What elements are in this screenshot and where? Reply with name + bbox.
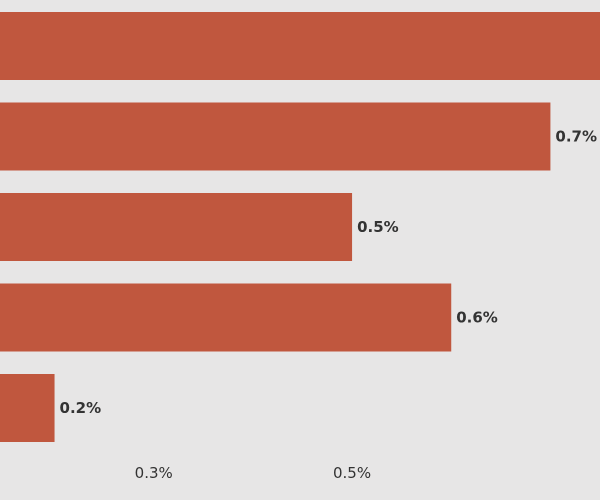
x-tick-label-1: 0.3% [135, 464, 173, 482]
x-tick-label-2: 0.5% [333, 464, 371, 482]
bar-2 [0, 102, 551, 171]
bar-1 [0, 12, 600, 80]
x-axis: 0.3% 0.5% [135, 464, 371, 482]
bar-value-label-2: 0.7% [555, 128, 597, 146]
bar-value-labels: 0.7% 0.5% 0.6% 0.2% [60, 128, 597, 418]
bar-5 [0, 374, 55, 442]
bar-4 [0, 283, 452, 352]
bars-group [0, 12, 600, 442]
bar-value-label-4: 0.6% [456, 309, 498, 327]
bar-value-label-3: 0.5% [357, 218, 399, 236]
bar-3 [0, 193, 353, 261]
bar-value-label-5: 0.2% [60, 399, 102, 417]
